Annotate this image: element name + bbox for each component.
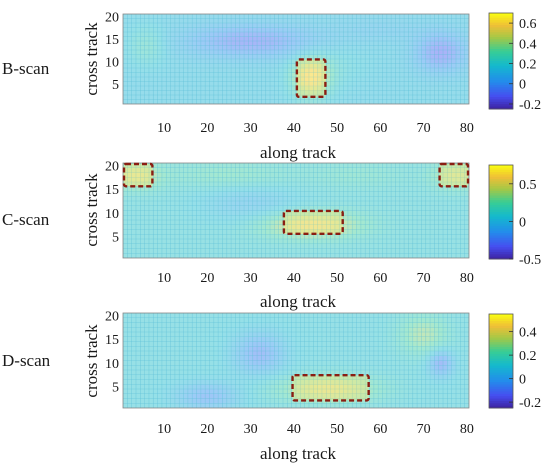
colorbar-tick-label: 0.2 (519, 58, 537, 73)
x-tick-label: 20 (200, 422, 214, 437)
scan-label: C-scan (2, 210, 50, 229)
x-axis-label: along track (260, 292, 336, 311)
x-tick-label: 20 (200, 271, 214, 286)
colorbar: 0.5 0 -0.5 (488, 164, 541, 268)
y-tick-label: 10 (105, 357, 119, 372)
x-tick-label: 60 (373, 422, 387, 437)
scan-label: D-scan (2, 351, 51, 370)
y-tick-labels: 5 10 15 20 (105, 159, 119, 245)
y-tick-labels: 5 10 15 20 (105, 309, 119, 395)
y-tick-label: 20 (105, 309, 119, 324)
plot-frame (122, 13, 470, 105)
y-tick-label: 10 (105, 207, 119, 222)
panel-b-scan: B-scan 10 20 30 40 50 60 70 80 5 10 15 20 along tr… (2, 10, 541, 162)
y-axis-label: cross track (82, 22, 101, 96)
heatmap-grid (123, 14, 469, 104)
plot-frame (122, 312, 470, 409)
highlight-box (295, 58, 327, 98)
x-tick-label: 40 (287, 422, 301, 437)
colorbar-tick-label: -0.2 (519, 98, 541, 113)
x-tick-label: 60 (373, 271, 387, 286)
x-tick-labels: 10 20 30 40 50 60 70 80 (157, 271, 474, 286)
x-tick-label: 40 (287, 271, 301, 286)
colorbar: 0.4 0.2 0 -0.2 (488, 313, 541, 411)
x-tick-label: 30 (244, 422, 258, 437)
panel-c-scan: C-scan 10 20 30 40 50 60 70 80 5 10 15 20 along tr… (2, 159, 541, 311)
colorbar-tick-label: 0.4 (519, 326, 537, 341)
y-tick-label: 5 (112, 78, 119, 93)
x-tick-label: 50 (330, 121, 344, 136)
y-tick-label: 15 (105, 333, 119, 348)
highlight-box (438, 162, 470, 188)
x-tick-label: 70 (417, 121, 431, 136)
y-tick-labels: 5 10 15 20 (105, 10, 119, 93)
x-tick-label: 10 (157, 121, 171, 136)
plot-frame (122, 162, 470, 259)
x-tick-label: 40 (287, 121, 301, 136)
x-axis-label: along track (260, 444, 336, 463)
colorbar: 0.6 0.4 0.2 0 -0.2 (488, 12, 541, 113)
scan-label: B-scan (2, 59, 50, 78)
colorbar-tick-label: 0.2 (519, 349, 537, 364)
highlight-boxes (295, 58, 327, 98)
x-tick-label: 70 (417, 271, 431, 286)
x-axis-label: along track (260, 143, 336, 162)
x-tick-labels: 10 20 30 40 50 60 70 80 (157, 121, 474, 136)
highlight-box (282, 209, 344, 235)
x-tick-label: 20 (200, 121, 214, 136)
y-axis-label: cross track (82, 324, 101, 398)
colorbar-tick-label: 0 (519, 373, 526, 388)
colorbar-tick-label: 0.6 (519, 17, 537, 32)
x-tick-label: 50 (330, 422, 344, 437)
y-tick-label: 5 (112, 231, 119, 246)
panel-d-scan: D-scan 10 20 30 40 50 60 70 80 5 10 15 20 along tr… (2, 309, 541, 463)
x-tick-label: 10 (157, 271, 171, 286)
heatmap-grid (123, 163, 469, 258)
y-tick-label: 15 (105, 183, 119, 198)
x-tick-label: 60 (373, 121, 387, 136)
y-axis-label: cross track (82, 173, 101, 247)
y-tick-label: 15 (105, 33, 119, 48)
x-tick-label: 70 (417, 422, 431, 437)
colorbar-tick-label: 0.5 (519, 178, 537, 193)
x-tick-label: 80 (460, 271, 474, 286)
colorbar-tick-label: 0.4 (519, 37, 537, 52)
colorbar-tick-label: 0 (519, 215, 526, 230)
highlight-box (291, 374, 370, 402)
highlight-boxes (291, 374, 370, 402)
y-tick-label: 20 (105, 10, 119, 25)
x-tick-label: 80 (460, 422, 474, 437)
x-tick-label: 80 (460, 121, 474, 136)
x-tick-labels: 10 20 30 40 50 60 70 80 (157, 422, 474, 437)
x-tick-label: 30 (244, 271, 258, 286)
highlight-boxes (122, 162, 470, 235)
y-tick-label: 20 (105, 159, 119, 174)
highlight-box (122, 162, 154, 188)
x-tick-label: 30 (244, 121, 258, 136)
x-tick-label: 50 (330, 271, 344, 286)
x-tick-label: 10 (157, 422, 171, 437)
y-tick-label: 5 (112, 381, 119, 396)
y-tick-label: 10 (105, 55, 119, 70)
colorbar-tick-label: 0 (519, 78, 526, 93)
colorbar-tick-label: -0.2 (519, 396, 541, 411)
colorbar-tick-label: -0.5 (519, 253, 541, 268)
heatmap-grid (123, 313, 469, 408)
